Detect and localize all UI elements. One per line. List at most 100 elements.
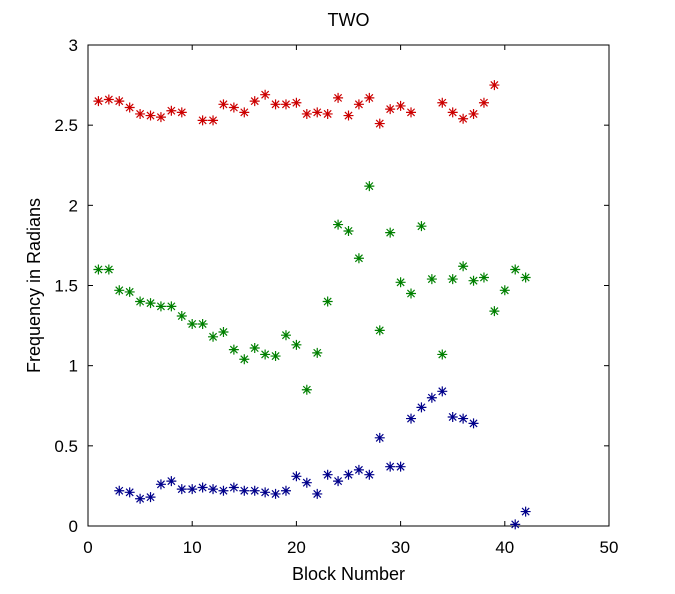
data-point: [124, 286, 135, 297]
data-markers: [93, 80, 531, 530]
data-point: [249, 485, 260, 496]
data-point: [208, 115, 219, 126]
data-point: [322, 469, 333, 480]
data-point: [280, 330, 291, 341]
y-tick-label: 2.5: [54, 116, 78, 135]
data-point: [447, 274, 458, 285]
x-tick-label: 40: [495, 538, 514, 557]
data-point: [114, 485, 125, 496]
x-tick-label: 0: [83, 538, 92, 557]
x-tick-label: 30: [391, 538, 410, 557]
data-point: [155, 301, 166, 312]
data-point: [228, 102, 239, 113]
data-point: [385, 104, 396, 115]
data-point: [312, 347, 323, 358]
series-1: [93, 80, 500, 129]
data-point: [260, 349, 271, 360]
data-point: [301, 108, 312, 119]
data-point: [176, 484, 187, 495]
data-point: [406, 107, 417, 118]
data-point: [228, 482, 239, 493]
data-point: [468, 108, 479, 119]
data-point: [197, 115, 208, 126]
data-point: [166, 301, 177, 312]
data-point: [447, 107, 458, 118]
data-point: [135, 493, 146, 504]
data-point: [291, 97, 302, 108]
data-point: [260, 487, 271, 498]
data-point: [187, 318, 198, 329]
data-point: [93, 96, 104, 107]
data-point: [416, 221, 427, 232]
data-point: [333, 476, 344, 487]
data-point: [520, 272, 531, 283]
data-point: [239, 485, 250, 496]
y-tick-label: 1: [69, 357, 78, 376]
data-point: [166, 476, 177, 487]
data-point: [510, 519, 521, 530]
data-point: [322, 296, 333, 307]
data-point: [406, 288, 417, 299]
data-point: [343, 110, 354, 121]
series-3: [114, 386, 531, 530]
data-point: [374, 118, 385, 129]
data-point: [468, 275, 479, 286]
data-point: [510, 264, 521, 275]
data-point: [218, 485, 229, 496]
axis-tick-labels: 0 10 20 30 40 50 0 0.5 1 1.5 2 2.5 3: [54, 36, 618, 557]
y-tick-label: 0: [69, 517, 78, 536]
data-point: [374, 432, 385, 443]
data-point: [270, 488, 281, 499]
data-point: [437, 349, 448, 360]
chart-title: TWO: [328, 10, 370, 30]
data-point: [395, 461, 406, 472]
data-point: [208, 331, 219, 342]
data-point: [447, 411, 458, 422]
data-point: [353, 99, 364, 110]
data-point: [208, 484, 219, 495]
data-point: [333, 92, 344, 103]
data-point: [145, 492, 156, 503]
data-point: [468, 418, 479, 429]
data-point: [426, 274, 437, 285]
data-point: [291, 471, 302, 482]
data-point: [124, 487, 135, 498]
data-point: [145, 110, 156, 121]
data-point: [176, 310, 187, 321]
data-point: [135, 108, 146, 119]
data-point: [124, 102, 135, 113]
data-point: [103, 94, 114, 105]
data-point: [353, 464, 364, 475]
data-point: [478, 272, 489, 283]
data-point: [426, 392, 437, 403]
data-point: [478, 97, 489, 108]
data-point: [458, 413, 469, 424]
data-point: [260, 89, 271, 100]
data-point: [353, 253, 364, 264]
data-point: [312, 488, 323, 499]
data-point: [406, 413, 417, 424]
data-point: [93, 264, 104, 275]
data-point: [395, 100, 406, 111]
data-point: [374, 325, 385, 336]
data-point: [364, 469, 375, 480]
data-point: [416, 402, 427, 413]
data-point: [364, 92, 375, 103]
data-point: [197, 318, 208, 329]
data-point: [239, 107, 250, 118]
data-point: [520, 506, 531, 517]
data-point: [280, 485, 291, 496]
data-point: [385, 227, 396, 238]
data-point: [249, 343, 260, 354]
data-point: [458, 261, 469, 272]
y-tick-label: 0.5: [54, 437, 78, 456]
data-point: [499, 285, 510, 296]
series-2: [93, 181, 531, 395]
data-point: [166, 105, 177, 116]
data-point: [395, 277, 406, 288]
data-point: [280, 99, 291, 110]
data-point: [301, 384, 312, 395]
data-point: [458, 113, 469, 124]
data-point: [114, 285, 125, 296]
